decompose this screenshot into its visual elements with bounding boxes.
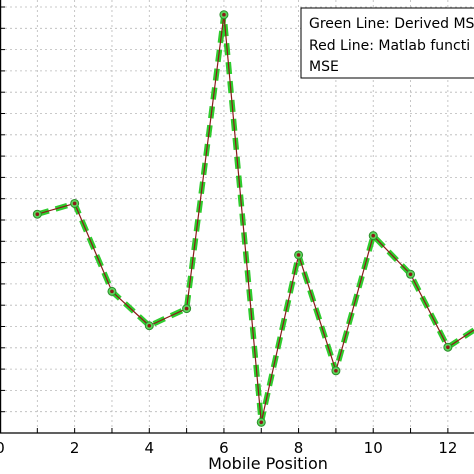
series-layer	[32, 10, 474, 427]
legend-entry-red-line: Red Line: Matlab functi	[309, 38, 470, 54]
data-point-matlab-mse	[72, 201, 77, 206]
data-point-matlab-mse	[184, 306, 189, 311]
x-tick-label: 4	[145, 439, 155, 457]
x-tick-label: 0	[0, 439, 5, 457]
data-point-matlab-mse	[408, 272, 413, 277]
x-tick-label: 8	[294, 439, 304, 457]
legend: Green Line: Derived MS Red Line: Matlab …	[300, 7, 474, 79]
data-point-matlab-mse	[446, 345, 450, 350]
data-point-matlab-mse	[259, 420, 264, 425]
legend-entry-mse: MSE	[309, 59, 339, 75]
data-point-matlab-mse	[222, 12, 226, 17]
x-tick-labels: 0 2 4 6 8 10 12	[0, 439, 457, 457]
data-point-matlab-mse	[110, 289, 114, 294]
legend-entry-green-line: Green Line: Derived MS	[309, 16, 474, 32]
x-tick-label: 12	[438, 439, 457, 457]
data-point-matlab-mse	[147, 323, 152, 328]
x-tick-label: 10	[364, 439, 383, 457]
data-point-matlab-mse	[371, 233, 376, 238]
data-point-matlab-mse	[296, 253, 301, 257]
axes	[0, 0, 474, 434]
data-point-matlab-mse	[334, 368, 338, 373]
x-axis-label: Mobile Position	[208, 454, 328, 473]
legend-box	[300, 7, 474, 79]
x-tick-label: 2	[70, 439, 80, 457]
data-point-matlab-mse	[35, 212, 40, 217]
x-tick-label: 6	[219, 439, 229, 457]
